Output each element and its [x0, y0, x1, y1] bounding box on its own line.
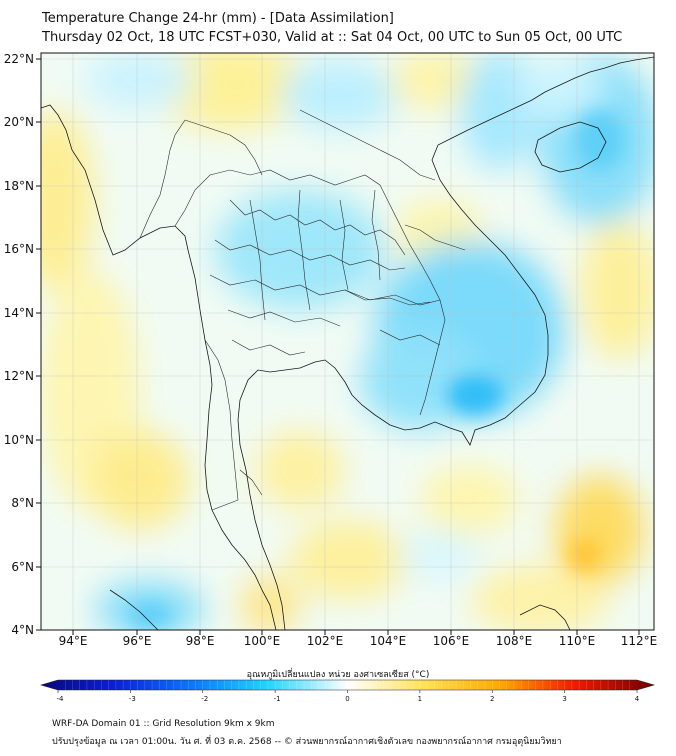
colorbar: -4 -3 -2 -1 0 1 2 3 4 — [39, 679, 656, 703]
lat-label: 12°N — [4, 369, 34, 383]
colorbar-tick-label: -2 — [201, 695, 208, 703]
map-ticks — [36, 58, 640, 635]
lat-label: 18°N — [4, 179, 34, 193]
lon-label: 96°E — [123, 634, 152, 648]
lon-label: 106°E — [433, 634, 470, 648]
lat-label: 16°N — [4, 242, 34, 256]
lat-label: 10°N — [4, 433, 34, 447]
coastlines — [41, 56, 654, 630]
lon-label: 102°E — [307, 634, 344, 648]
colorbar-tick-label: 0 — [345, 695, 349, 703]
lon-label: 108°E — [496, 634, 533, 648]
lat-labels: 22°N 20°N 18°N 16°N 14°N 12°N 10°N 8°N 6… — [4, 52, 34, 637]
lat-label: 22°N — [4, 52, 34, 66]
colorbar-tick-label: 2 — [490, 695, 494, 703]
temperature-field — [41, 53, 654, 630]
colorbar-title: อุณหภูมิเปลี่ยนแปลง หน่วย องศาเซลเซียส (… — [246, 670, 430, 680]
colorbar-tick-label: 4 — [635, 695, 640, 703]
lon-label: 100°E — [244, 634, 281, 648]
lat-label: 4°N — [11, 623, 34, 637]
lat-label: 14°N — [4, 306, 34, 320]
lat-label: 6°N — [11, 560, 34, 574]
lat-label: 8°N — [11, 496, 34, 510]
map-frame — [40, 52, 655, 631]
boundaries — [139, 109, 466, 511]
lon-label: 94°E — [59, 634, 88, 648]
colorbar-tick-label: -1 — [274, 695, 281, 703]
lon-label: 98°E — [186, 634, 215, 648]
colorbar-tick-label: -4 — [57, 695, 65, 703]
footer-update-info: ปรับปรุงข้อมูล ณ เวลา 01:00น. วัน ศ. ที่… — [52, 737, 562, 747]
lon-label: 112°E — [621, 634, 658, 648]
colorbar-tick-label: -3 — [129, 695, 136, 703]
lon-label: 104°E — [370, 634, 407, 648]
footer-model-info: WRF-DA Domain 01 :: Grid Resolution 9km … — [52, 719, 275, 729]
lon-labels: 94°E 96°E 98°E 100°E 102°E 104°E 106°E 1… — [59, 634, 658, 648]
colorbar-tick-label: 3 — [562, 695, 566, 703]
gridlines — [41, 53, 654, 630]
map-subtitle: Thursday 02 Oct, 18 UTC FCST+030, Valid … — [42, 30, 623, 45]
lon-label: 110°E — [559, 634, 596, 648]
map-title: Temperature Change 24-hr (mm) - [Data As… — [42, 11, 394, 26]
colorbar-tick-label: 1 — [418, 695, 422, 703]
lat-label: 20°N — [4, 115, 34, 129]
